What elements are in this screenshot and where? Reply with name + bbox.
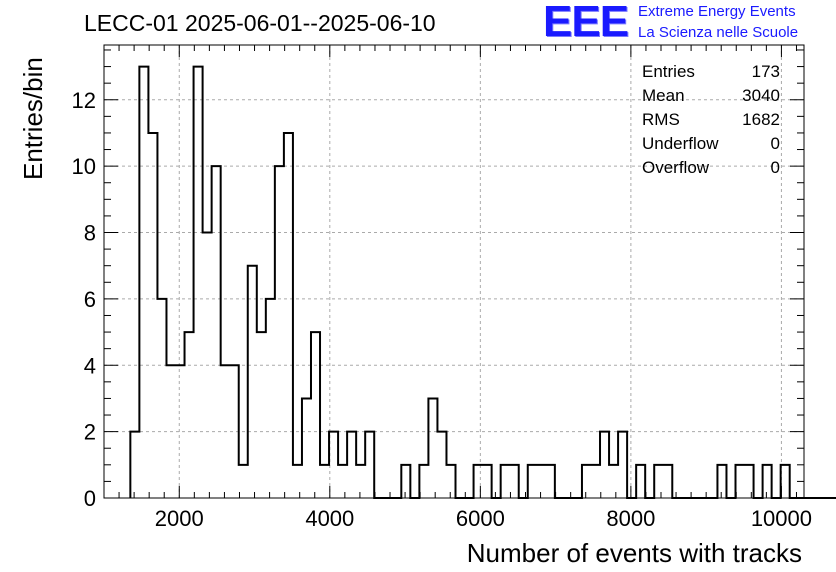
- stats-row-overflow: Overflow 0: [642, 156, 780, 180]
- stats-box: Entries 173 Mean 3040 RMS 1682 Underflow…: [642, 60, 780, 180]
- stats-value: 1682: [742, 110, 780, 129]
- y-tick-label: 0: [84, 486, 96, 511]
- stats-row-rms: RMS 1682: [642, 108, 780, 132]
- plot-frame: [103, 44, 805, 499]
- x-tick-label: 10000: [751, 506, 812, 531]
- x-axis-label: Number of events with tracks: [466, 538, 802, 568]
- x-tick-label: 6000: [456, 506, 505, 531]
- stats-label: Overflow: [642, 158, 710, 177]
- y-tick-label: 2: [84, 420, 96, 445]
- stats-row-mean: Mean 3040: [642, 84, 780, 108]
- y-tick-label: 4: [84, 353, 96, 378]
- chart-title: LECC-01 2025-06-01--2025-06-10: [84, 10, 436, 36]
- stats-value: 173: [751, 62, 780, 81]
- x-tick-label: 2000: [155, 506, 204, 531]
- eee-logo: EEE: [543, 0, 629, 46]
- stats-label: RMS: [642, 110, 680, 129]
- stats-value: 0: [770, 158, 780, 177]
- x-tick-label: 8000: [606, 506, 655, 531]
- y-tick-label: 6: [84, 287, 96, 312]
- y-tick-label: 12: [72, 88, 96, 113]
- y-tick-label: 10: [72, 154, 96, 179]
- logo-line-1: Extreme Energy Events: [638, 3, 796, 20]
- y-axis-label: Entries/bin: [18, 57, 48, 180]
- stats-value: 3040: [742, 86, 780, 105]
- stats-label: Mean: [642, 86, 685, 105]
- stats-label: Underflow: [642, 134, 719, 153]
- logo-line-2: La Scienza nelle Scuole: [638, 24, 799, 41]
- stats-row-underflow: Underflow 0: [642, 132, 780, 156]
- x-tick-label: 4000: [305, 506, 354, 531]
- stats-row-entries: Entries 173: [642, 60, 780, 84]
- y-tick-label: 8: [84, 221, 96, 246]
- stats-label: Entries: [642, 62, 695, 81]
- stats-value: 0: [770, 134, 780, 153]
